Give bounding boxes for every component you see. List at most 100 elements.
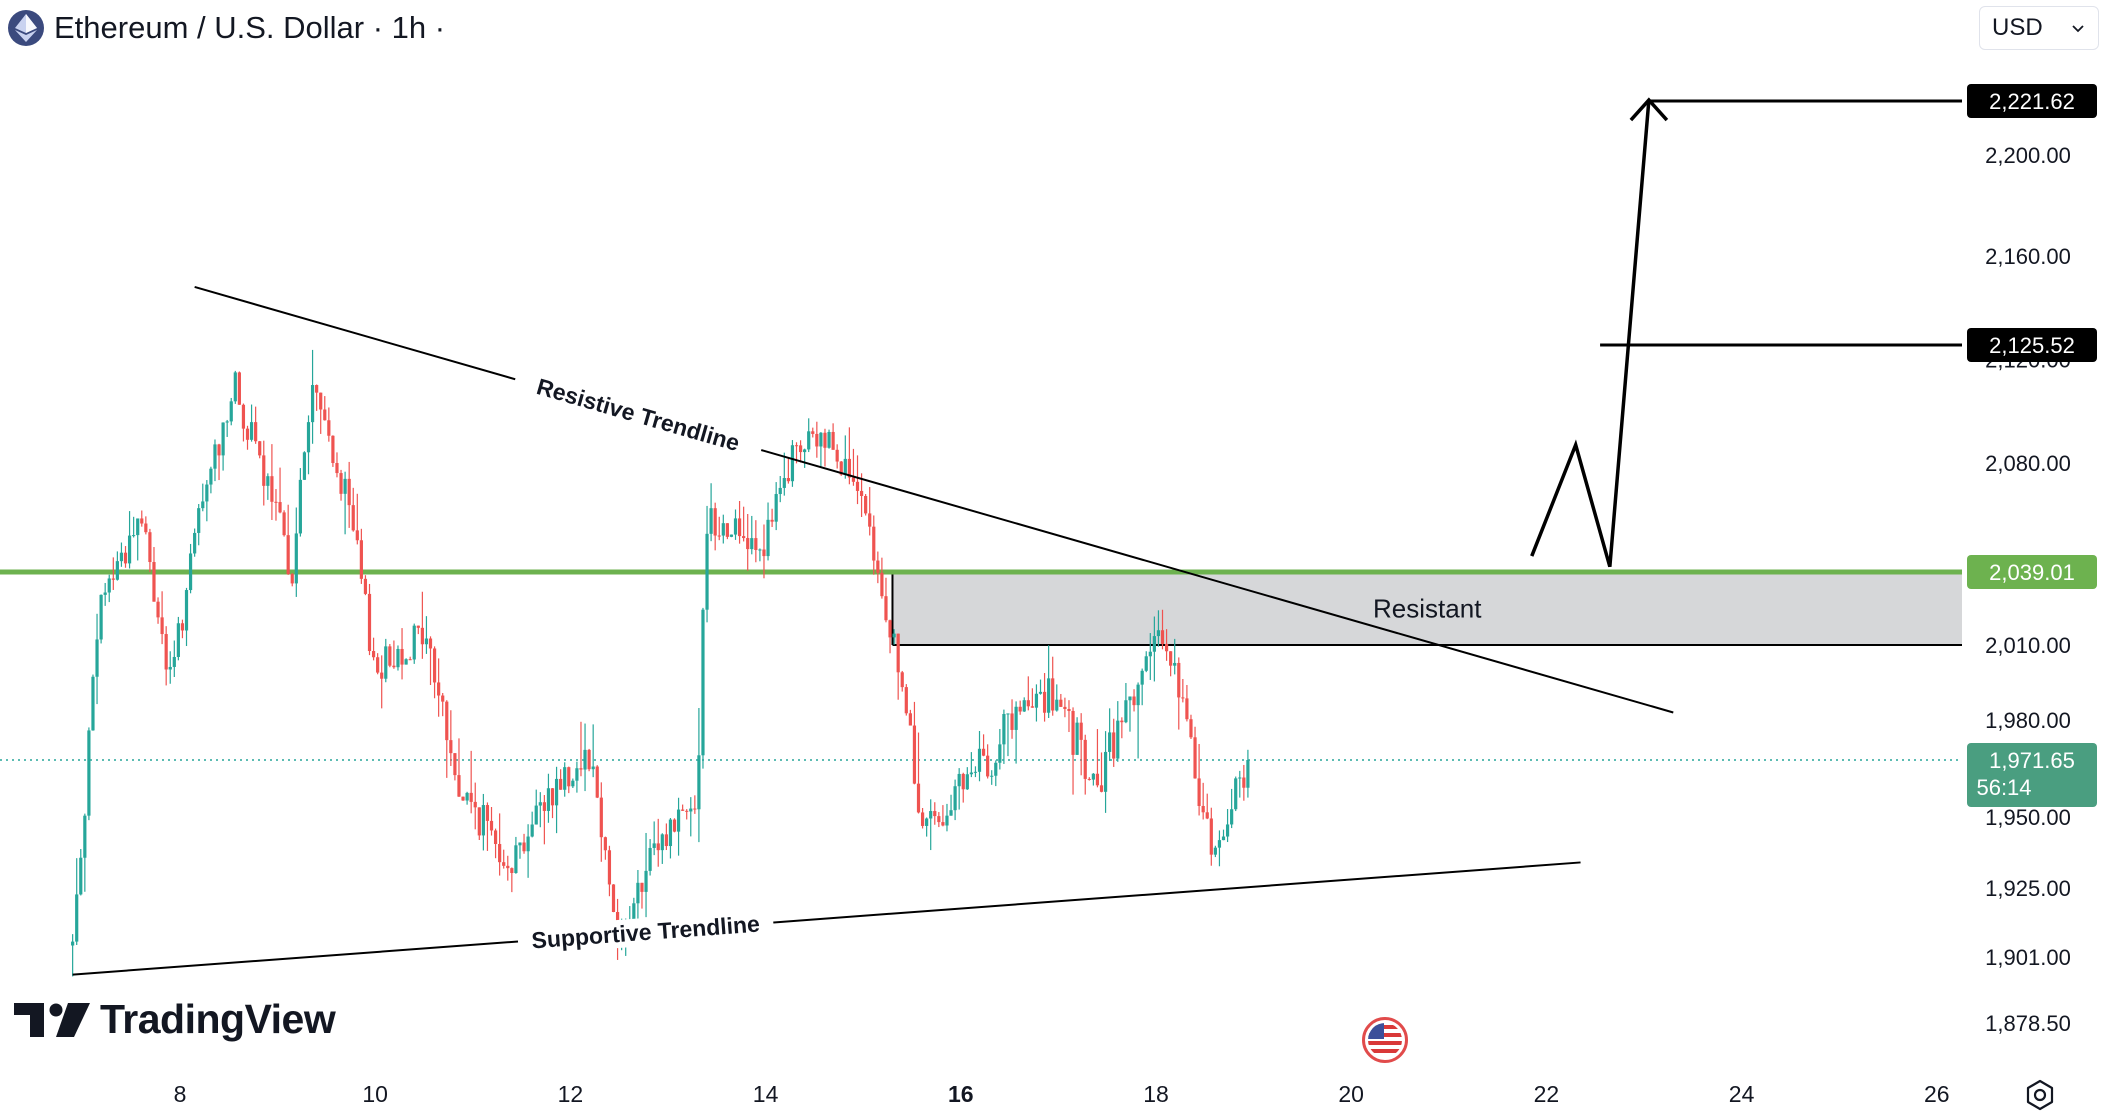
candle[interactable] [1010, 699, 1014, 739]
candle[interactable] [733, 509, 738, 540]
projection-drawing[interactable] [1530, 97, 1669, 568]
candle[interactable] [445, 700, 449, 778]
candle[interactable] [237, 371, 241, 405]
candle[interactable] [815, 421, 819, 458]
candle[interactable] [1209, 807, 1213, 866]
candle[interactable] [851, 448, 856, 486]
candle[interactable] [205, 480, 209, 522]
candle[interactable] [904, 684, 908, 716]
candle[interactable] [1217, 830, 1222, 867]
candle[interactable] [136, 518, 140, 561]
candle[interactable] [872, 515, 876, 575]
candle[interactable] [977, 730, 982, 782]
candle[interactable] [1181, 678, 1185, 703]
candle[interactable] [709, 483, 713, 542]
candle[interactable] [233, 370, 237, 404]
candle[interactable] [217, 443, 221, 481]
candle[interactable] [778, 476, 782, 503]
candle[interactable] [489, 806, 494, 836]
candle[interactable] [168, 651, 172, 684]
candle[interactable] [1014, 701, 1018, 764]
candle[interactable] [855, 455, 860, 505]
candle[interactable] [270, 444, 274, 520]
candle[interactable] [119, 542, 124, 567]
candle[interactable] [676, 797, 681, 856]
candle[interactable] [1185, 685, 1189, 722]
candle[interactable] [1059, 693, 1063, 707]
candle[interactable] [737, 501, 742, 544]
candle[interactable] [689, 797, 693, 837]
candle[interactable] [754, 520, 758, 563]
candle[interactable] [384, 638, 388, 683]
candle[interactable] [457, 738, 461, 797]
candle[interactable] [1002, 709, 1006, 764]
candle[interactable] [290, 573, 294, 587]
candle[interactable] [807, 418, 811, 453]
candle[interactable] [713, 502, 717, 551]
candle[interactable] [388, 644, 392, 668]
candle[interactable] [819, 432, 823, 468]
candle[interactable] [371, 637, 376, 661]
candle[interactable] [575, 761, 579, 793]
candle[interactable] [1140, 668, 1144, 706]
candle[interactable] [550, 787, 555, 819]
candle[interactable] [461, 796, 465, 801]
candle[interactable] [770, 508, 774, 527]
candle[interactable] [1173, 638, 1177, 675]
candle[interactable] [209, 466, 213, 494]
supportive-trendline[interactable] [72, 861, 1581, 976]
candle[interactable] [201, 483, 205, 512]
candle[interactable] [1026, 676, 1030, 711]
candle[interactable] [994, 760, 998, 787]
candle[interactable] [648, 839, 652, 876]
candle[interactable] [327, 407, 331, 442]
settings-icon[interactable] [2024, 1079, 2056, 1111]
candle[interactable] [71, 934, 75, 977]
candle[interactable] [1201, 782, 1205, 820]
candle[interactable] [412, 623, 416, 664]
candle[interactable] [969, 752, 973, 778]
candle[interactable] [355, 493, 359, 545]
candle[interactable] [681, 804, 685, 811]
candle[interactable] [1116, 701, 1120, 762]
candle[interactable] [925, 817, 929, 837]
candle[interactable] [672, 818, 677, 833]
candle[interactable] [644, 832, 648, 918]
candle[interactable] [115, 551, 119, 581]
candle[interactable] [900, 670, 904, 692]
candle[interactable] [916, 732, 921, 814]
candle[interactable] [95, 613, 99, 705]
candle[interactable] [941, 805, 945, 827]
candle[interactable] [249, 404, 254, 442]
candle[interactable] [111, 557, 115, 590]
candle[interactable] [827, 429, 831, 449]
candle[interactable] [1030, 688, 1034, 708]
candle[interactable] [420, 591, 424, 659]
candle[interactable] [363, 575, 368, 596]
candle[interactable] [319, 392, 323, 434]
candle[interactable] [1051, 656, 1055, 716]
resistance-zone-box[interactable] [892, 572, 1962, 645]
candle[interactable] [1242, 764, 1246, 801]
candle[interactable] [1087, 777, 1091, 781]
candle[interactable] [99, 594, 103, 644]
candle[interactable] [876, 551, 880, 584]
candle[interactable] [798, 440, 803, 463]
candle[interactable] [469, 750, 473, 814]
candle[interactable] [1006, 713, 1010, 757]
candle[interactable] [811, 427, 815, 438]
candle[interactable] [335, 452, 339, 478]
candle[interactable] [864, 494, 868, 516]
candle[interactable] [961, 772, 965, 803]
time-axis[interactable]: 8 10 12 14 16 18 20 22 24 26 [174, 1081, 1950, 1107]
candle[interactable] [705, 505, 709, 623]
candle[interactable] [87, 727, 91, 821]
candle[interactable] [1132, 689, 1136, 712]
candle[interactable] [408, 656, 412, 661]
candle[interactable] [498, 813, 502, 876]
resistance-zone[interactable]: Resistant [891, 572, 1962, 646]
candle[interactable] [351, 487, 355, 532]
candle[interactable] [1225, 809, 1230, 843]
candle[interactable] [1177, 657, 1181, 730]
candle[interactable] [1083, 734, 1087, 795]
